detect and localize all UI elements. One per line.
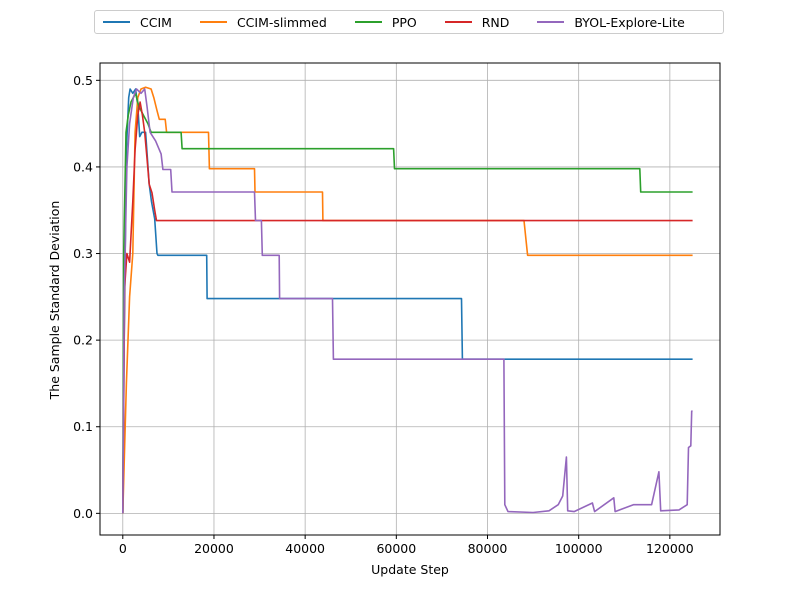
y-tick-label: 0.3 bbox=[73, 246, 93, 261]
y-tick-label: 0.5 bbox=[73, 73, 93, 88]
y-tick-label: 0.4 bbox=[73, 159, 93, 174]
legend-item: RND bbox=[444, 14, 510, 30]
series-line-ccim bbox=[122, 88, 693, 514]
plot-frame bbox=[99, 62, 721, 536]
series-lines bbox=[122, 86, 693, 514]
legend-swatch bbox=[444, 21, 472, 23]
y-tick-label: 0.0 bbox=[73, 506, 93, 521]
x-axis-label: Update Step bbox=[371, 562, 449, 577]
legend-item: PPO bbox=[354, 14, 417, 30]
legend-label: CCIM bbox=[140, 14, 172, 30]
grid-lines bbox=[100, 63, 720, 535]
legend-item: CCIM-slimmed bbox=[199, 14, 327, 30]
axis-ticks: 0 20000 40000 60000 80000 100000 120000 0.0 0.1 0… bbox=[73, 73, 694, 556]
legend-swatch bbox=[354, 21, 382, 23]
series-line-rnd bbox=[122, 101, 693, 514]
legend-item: BYOL-Explore-Lite bbox=[537, 14, 685, 30]
legend-item: CCIM bbox=[103, 15, 172, 30]
x-tick-label: 80000 bbox=[468, 541, 508, 556]
y-axis-label: The Sample Standard Deviation bbox=[47, 201, 62, 401]
series-line-byol-explore-lite bbox=[122, 88, 693, 514]
x-tick-label: 40000 bbox=[285, 541, 325, 556]
x-tick-label: 100000 bbox=[555, 541, 603, 556]
legend-label: PPO bbox=[391, 14, 417, 30]
series-line-ccim-slimmed bbox=[122, 86, 693, 514]
x-tick-label: 60000 bbox=[376, 541, 416, 556]
legend: CCIM CCIM-slimmed PPO RND BYOL-Explore-Lite bbox=[94, 10, 724, 34]
y-tick-label: 0.1 bbox=[73, 419, 93, 434]
x-tick-label: 0 bbox=[119, 541, 127, 556]
legend-label: RND bbox=[481, 14, 510, 30]
legend-swatch bbox=[199, 21, 227, 23]
x-tick-label: 20000 bbox=[194, 541, 234, 556]
legend-swatch bbox=[103, 21, 130, 23]
x-tick-label: 120000 bbox=[646, 541, 694, 556]
series-line-ppo bbox=[122, 92, 693, 514]
y-tick-label: 0.2 bbox=[73, 333, 93, 348]
legend-label: CCIM-slimmed bbox=[236, 14, 327, 30]
legend-label: BYOL-Explore-Lite bbox=[574, 14, 685, 30]
legend-swatch bbox=[537, 21, 565, 23]
